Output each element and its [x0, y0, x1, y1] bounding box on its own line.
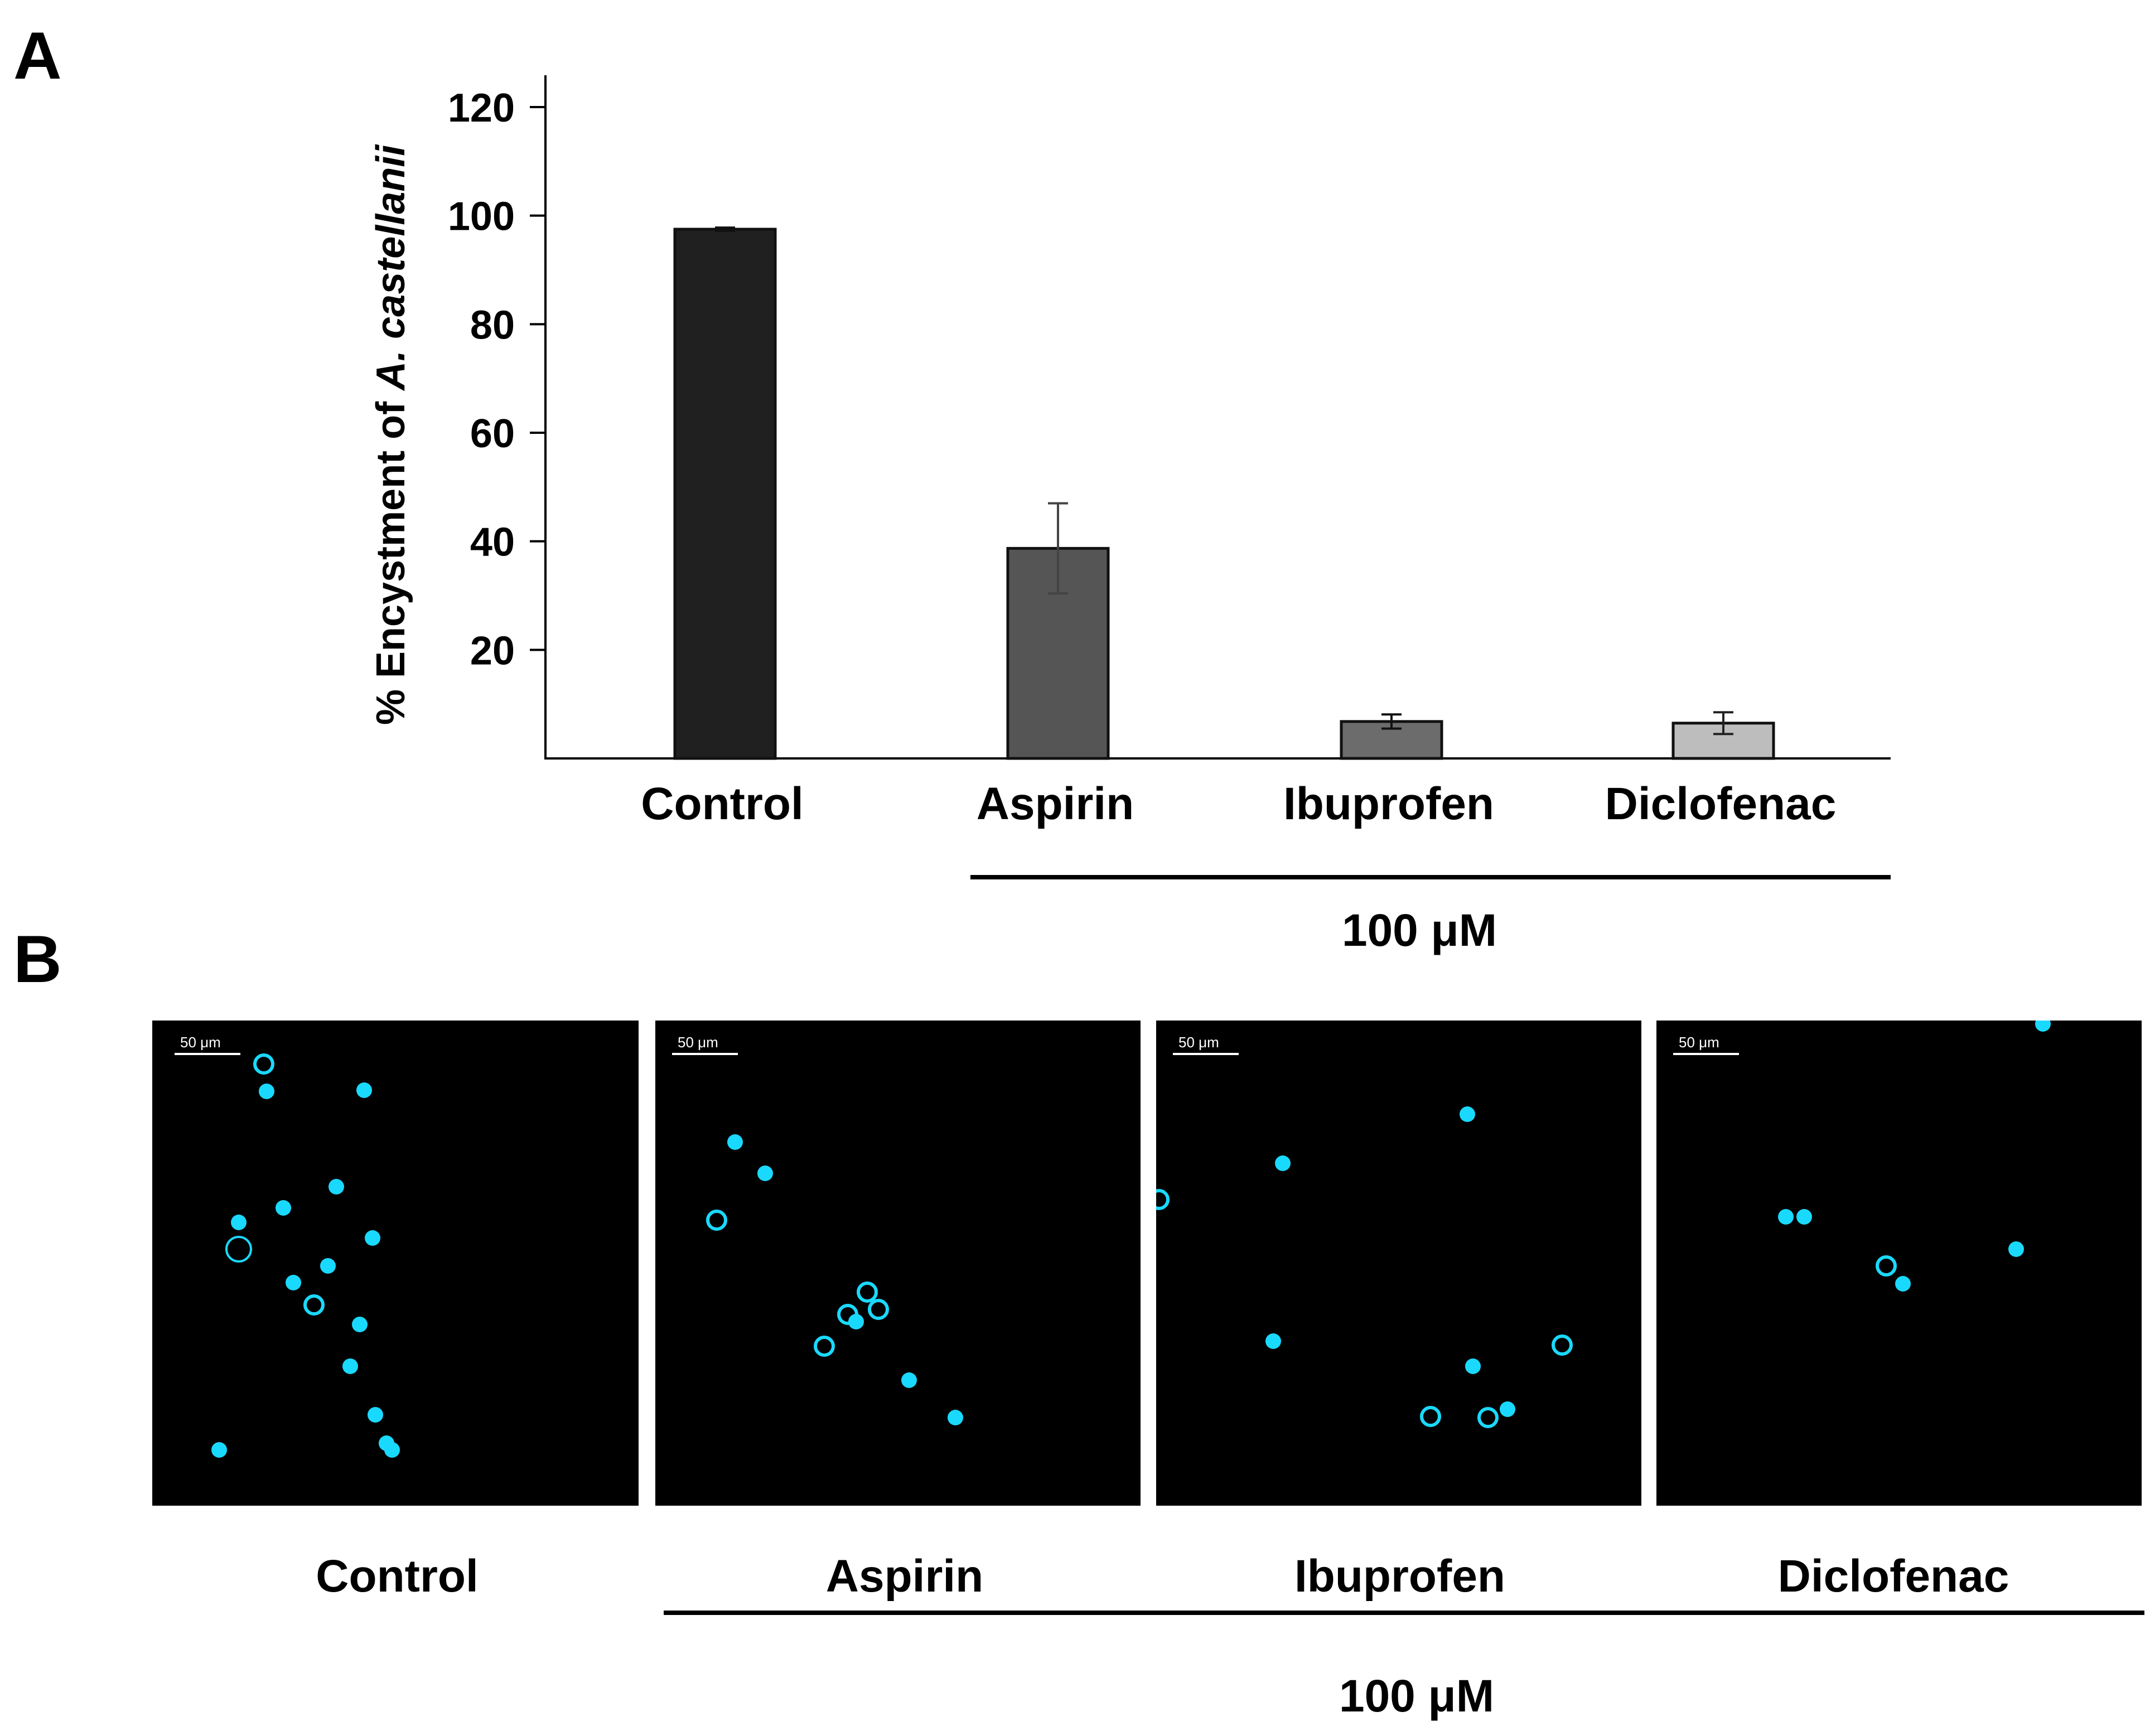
micrograph-diclofenac-image: 50 μm	[1673, 1021, 2051, 1292]
cyst	[368, 1407, 383, 1423]
bar-ibuprofen	[1340, 720, 1443, 760]
y-tick-label: 100	[448, 195, 515, 239]
x-tick-label-diclofenac: Diclofenac	[1605, 778, 1837, 829]
scale-bar-label: 50 μm	[180, 1034, 221, 1051]
concentration-label-b: 100 μM	[1339, 1671, 1495, 1722]
cyst	[857, 1282, 878, 1303]
cyst	[1500, 1401, 1515, 1417]
cyst	[211, 1442, 227, 1458]
cyst	[1465, 1358, 1481, 1374]
cyst	[706, 1210, 727, 1231]
micrograph-control: 50 μm	[152, 1021, 639, 1506]
cyst	[231, 1215, 247, 1230]
cyst	[2035, 1021, 2051, 1032]
cyst	[384, 1442, 400, 1458]
cyst	[1460, 1106, 1475, 1122]
cyst	[342, 1358, 358, 1374]
cyst	[303, 1294, 325, 1316]
cyst	[1275, 1155, 1291, 1171]
micrograph-ibuprofen: 50 μm	[1156, 1021, 1641, 1506]
cyst	[848, 1314, 864, 1329]
panel-b-label-ibuprofen: Ibuprofen	[1294, 1551, 1506, 1602]
cyst	[320, 1258, 336, 1274]
cyst	[253, 1053, 274, 1075]
x-tick-label-aspirin: Aspirin	[976, 778, 1134, 829]
concentration-bracket-a	[970, 875, 1891, 879]
cyst	[276, 1200, 291, 1216]
cyst	[1796, 1209, 1812, 1225]
scale-bar-label: 50 μm	[678, 1034, 718, 1051]
bar-control	[673, 228, 777, 760]
cyst	[365, 1230, 380, 1246]
x-tick-label-ibuprofen: Ibuprofen	[1283, 778, 1495, 829]
cyst	[286, 1275, 301, 1290]
cyst	[356, 1082, 372, 1098]
cyst	[948, 1410, 963, 1425]
cyst	[1265, 1333, 1281, 1349]
x-tick-label-control: Control	[641, 778, 804, 829]
panel-b-label-aspirin: Aspirin	[825, 1551, 984, 1602]
cyst	[259, 1084, 274, 1099]
micrograph-ibuprofen-image: 50 μm	[1156, 1034, 1573, 1428]
cyst	[1876, 1255, 1897, 1276]
y-tick-label: 40	[470, 520, 515, 565]
cyst	[814, 1336, 835, 1357]
concentration-bracket-b	[664, 1611, 2144, 1615]
panel-b-letter: B	[13, 922, 62, 997]
cyst	[757, 1166, 773, 1181]
cyst	[868, 1299, 889, 1320]
cyst	[1477, 1407, 1499, 1428]
cyst	[1895, 1276, 1911, 1292]
cyst	[2008, 1241, 2024, 1257]
panel-b-label-control: Control	[316, 1551, 479, 1602]
cyst	[1778, 1209, 1794, 1225]
panel-a-letter: A	[13, 18, 62, 93]
panel-b-label-diclofenac: Diclofenac	[1777, 1551, 2009, 1602]
cyst	[1420, 1406, 1441, 1427]
cyst	[1552, 1334, 1573, 1356]
micrograph-aspirin: 50 μm	[655, 1021, 1141, 1506]
cyst	[352, 1317, 368, 1332]
micrograph-control-image: 50 μm	[175, 1034, 400, 1458]
scale-bar-label: 50 μm	[1679, 1034, 1719, 1051]
cyst	[328, 1179, 344, 1195]
concentration-label-a: 100 μM	[1341, 905, 1497, 956]
y-tick-label: 60	[470, 412, 515, 456]
bar-chart: 20 40 60 80 100 120	[448, 75, 1891, 760]
cyst	[727, 1134, 743, 1150]
micrograph-diclofenac: 50 μm	[1656, 1021, 2142, 1506]
y-tick-label: 80	[470, 303, 515, 347]
y-tick-label: 120	[448, 86, 515, 130]
cyst	[225, 1236, 252, 1263]
scale-bar-label: 50 μm	[1178, 1034, 1219, 1051]
cyst	[901, 1372, 917, 1388]
y-tick-label: 20	[470, 628, 515, 673]
micrograph-aspirin-image: 50 μm	[672, 1034, 963, 1425]
cyst	[1156, 1189, 1170, 1210]
